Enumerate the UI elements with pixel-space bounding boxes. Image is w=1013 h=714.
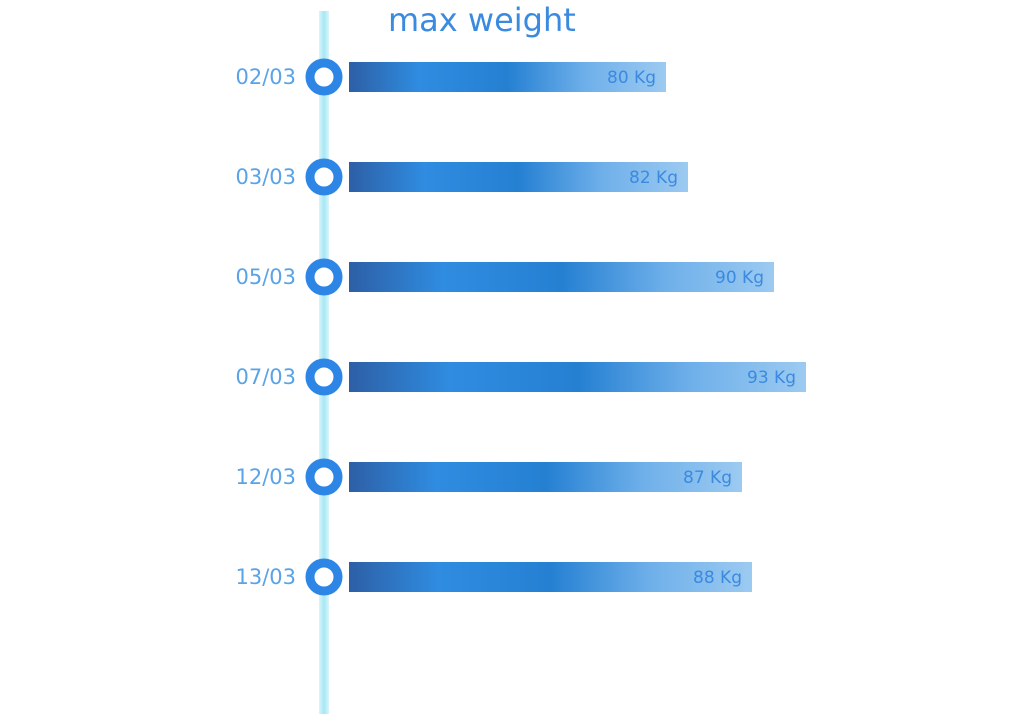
value-label: 93 Kg xyxy=(747,368,796,388)
timeline-marker xyxy=(305,58,343,96)
bar-12-03 xyxy=(349,462,742,492)
value-label: 90 Kg xyxy=(715,268,764,288)
date-label: 13/03 xyxy=(235,565,296,589)
value-label: 88 Kg xyxy=(693,568,742,588)
bar-07-03 xyxy=(349,362,806,392)
date-label: 03/03 xyxy=(235,165,296,189)
timeline-marker xyxy=(305,458,343,496)
value-label: 87 Kg xyxy=(683,468,732,488)
date-label: 12/03 xyxy=(235,465,296,489)
date-label: 05/03 xyxy=(235,265,296,289)
value-label: 82 Kg xyxy=(629,168,678,188)
bar-03-03 xyxy=(349,162,688,192)
date-label: 07/03 xyxy=(235,365,296,389)
bar-05-03 xyxy=(349,262,774,292)
chart-title: max weight xyxy=(388,1,576,39)
date-label: 02/03 xyxy=(235,65,296,89)
bar-13-03 xyxy=(349,562,752,592)
bar-02-03 xyxy=(349,62,666,92)
timeline-marker xyxy=(305,258,343,296)
timeline-marker xyxy=(305,358,343,396)
timeline-marker xyxy=(305,558,343,596)
timeline-marker xyxy=(305,158,343,196)
value-label: 80 Kg xyxy=(607,68,656,88)
